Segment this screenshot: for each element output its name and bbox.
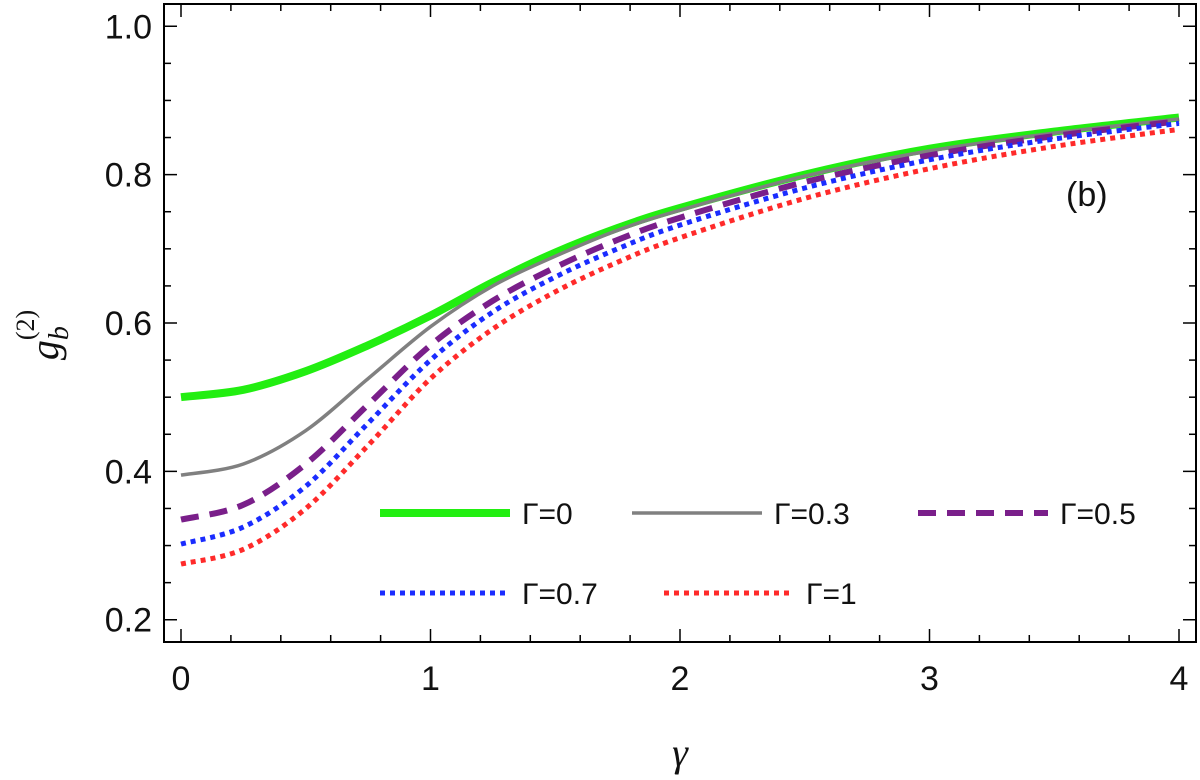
y-axis-label-sup: (2) bbox=[11, 310, 40, 340]
legend-label-1: Γ=0.3 bbox=[774, 498, 850, 531]
x-tick-label: 3 bbox=[920, 660, 939, 698]
legend-label-4: Γ=1 bbox=[806, 578, 857, 611]
series-line-2 bbox=[180, 118, 1180, 523]
x-tick-label: 4 bbox=[1170, 660, 1189, 698]
y-axis-label-main: g bbox=[22, 340, 67, 360]
ticks bbox=[164, 4, 1196, 642]
legend-label-2: Γ=0.5 bbox=[1060, 498, 1136, 531]
x-axis-label: γ bbox=[672, 730, 689, 775]
y-tick-label: 0.2 bbox=[105, 602, 152, 640]
series-line-4 bbox=[180, 126, 1180, 567]
y-tick-label: 0.6 bbox=[105, 305, 152, 343]
y-tick-label: 0.4 bbox=[105, 453, 152, 491]
y-tick-label: 1.0 bbox=[105, 8, 152, 46]
tick-labels: 0 1 2 3 4 0.2 0.4 0.6 0.8 1.0 bbox=[105, 8, 1189, 698]
series-line-3 bbox=[180, 120, 1180, 547]
y-axis-label-sub: b bbox=[44, 326, 75, 340]
y-tick-label: 0.8 bbox=[105, 157, 152, 195]
y-axis-label: gb (2) bbox=[11, 310, 75, 360]
series-line-1 bbox=[180, 117, 1180, 477]
annotation-label: (b) bbox=[1066, 176, 1108, 214]
legend-label-0: Γ=0 bbox=[522, 498, 573, 531]
legend: Γ=0 Γ=0.3 Γ=0.5 Γ=0.7 Γ=1 bbox=[380, 498, 1136, 611]
x-tick-label: 2 bbox=[671, 660, 690, 698]
series-lines bbox=[180, 113, 1180, 567]
plot-frame bbox=[163, 3, 1197, 643]
x-tick-label: 0 bbox=[172, 660, 191, 698]
x-tick-label: 1 bbox=[421, 660, 440, 698]
series-line-0 bbox=[180, 113, 1180, 402]
legend-label-3: Γ=0.7 bbox=[522, 578, 598, 611]
svg-text:gb(2): gb (2) bbox=[11, 310, 75, 360]
